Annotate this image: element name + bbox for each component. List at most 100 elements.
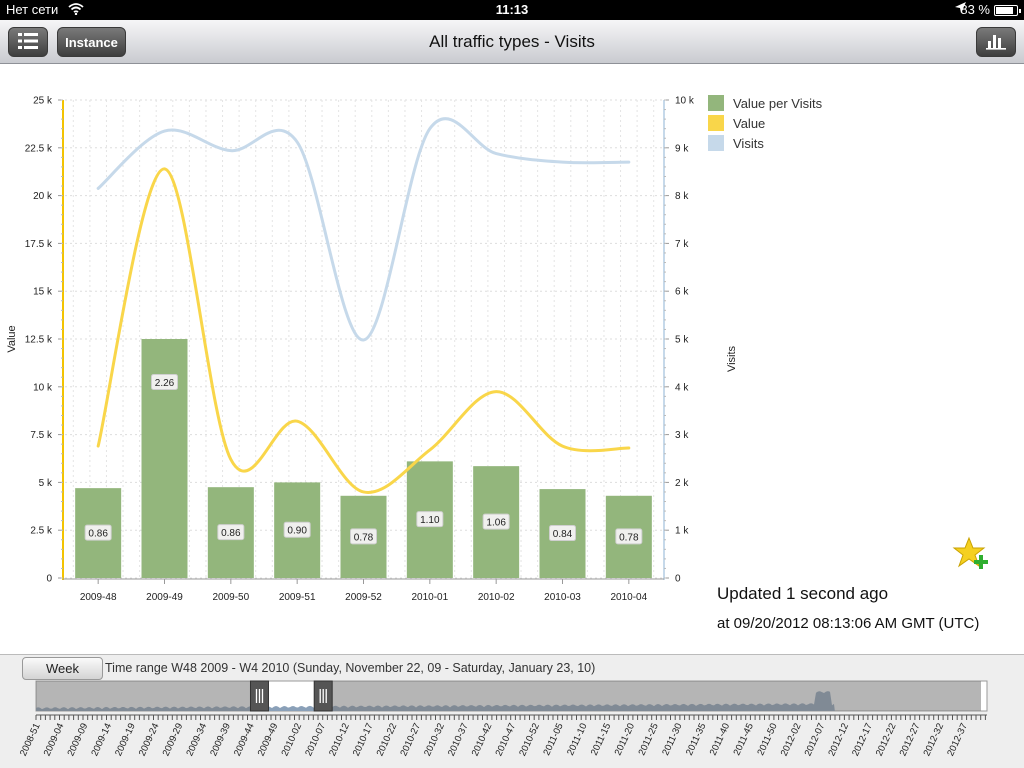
y-tick-label: 8 k	[675, 191, 689, 202]
y-tick-label: 5 k	[675, 335, 689, 346]
chart-type-button[interactable]	[976, 27, 1016, 57]
x-tick-label: 2010-02	[478, 592, 515, 603]
data-label: 1.10	[420, 515, 440, 526]
data-label-box	[549, 525, 576, 542]
y-tick-label: 9 k	[675, 143, 689, 154]
y-tick-label: 0	[675, 574, 681, 585]
y-axis-label-right: Visits	[726, 345, 738, 372]
y-tick-label: 6 k	[675, 287, 689, 298]
legend-item[interactable]: Value	[708, 113, 822, 133]
navigator-mask-right	[323, 681, 981, 711]
data-label-box	[151, 374, 178, 390]
navigator-axis-label: 2009-09	[66, 722, 91, 758]
navigator-axis-label: 2008-51	[18, 722, 43, 758]
y-tick-label: 2 k	[675, 478, 689, 489]
time-range-label: Time range W48 2009 - W4 2010 (Sunday, N…	[105, 661, 596, 675]
list-icon	[18, 32, 38, 53]
navigator-axis-label: 2012-37	[945, 722, 970, 758]
series-line	[96, 167, 631, 494]
y-tick-label: 4 k	[675, 382, 689, 393]
navigator-axis-label: 2011-10	[565, 722, 589, 758]
navigator-axis-label: 2009-19	[113, 722, 138, 758]
y-tick-label: 12.5 k	[25, 335, 53, 346]
navigator-axis-label: 2009-14	[89, 722, 114, 758]
navigator-axis-label: 2012-12	[826, 722, 851, 758]
legend-item[interactable]: Visits	[708, 133, 822, 153]
data-label-box	[615, 528, 643, 545]
y-tick-label: 3 k	[675, 430, 689, 441]
updated-text: Updated 1 second ago	[717, 584, 889, 603]
data-label: 1.06	[486, 518, 506, 529]
x-tick-label: 2009-51	[279, 592, 316, 603]
x-tick-label: 2010-01	[411, 592, 448, 603]
y-tick-label: 10 k	[33, 382, 53, 393]
data-label: 0.86	[88, 529, 108, 540]
navigator-axis-label: 2010-17	[351, 722, 376, 758]
add-favorite-star-icon[interactable]	[952, 536, 992, 572]
combo-chart: 0.86 2.26 0.86 0.90 0.78 1.10 1.06 0.84 0.78 0 2.5…	[6, 96, 738, 604]
navigator-axis-label: 2011-20	[613, 722, 637, 758]
data-label: 0.78	[619, 532, 639, 543]
clock: 11:13	[495, 2, 529, 17]
navigator-mask-left	[36, 681, 260, 711]
x-tick-label: 2010-03	[544, 592, 581, 603]
navigator-axis-label: 2012-32	[921, 722, 946, 758]
navigator-axis-label: 2012-17	[850, 722, 875, 758]
navigator-axis-label: 2010-22	[375, 722, 400, 758]
data-label-box	[217, 524, 245, 541]
range-handle[interactable]	[313, 680, 333, 712]
x-tick-label: 2009-49	[146, 592, 183, 603]
data-label: 2.26	[155, 378, 175, 389]
navigator-axis-label: 2009-44	[232, 722, 257, 758]
navigator-axis-label: 2009-34	[184, 722, 209, 758]
navigator-axis-label: 2010-37	[446, 722, 471, 758]
time-range-navigator[interactable]: 2008-51 2009-04 2009-09 2009-14 2009-19 2009-…	[0, 675, 1024, 768]
data-label: 0.90	[287, 526, 307, 537]
legend-label: Visits	[733, 135, 764, 151]
navigator-axis-label: 2010-27	[398, 722, 423, 758]
legend-swatch	[708, 115, 724, 131]
data-label-box	[84, 524, 112, 541]
range-handle[interactable]	[249, 680, 269, 712]
y-tick-label: 20 k	[33, 191, 53, 202]
y-tick-label: 22.5 k	[25, 143, 53, 154]
carrier-label: Нет сети	[6, 2, 59, 17]
navigator-axis-label: 2009-04	[42, 722, 67, 758]
status-bar: Нет сети 11:13 83 %	[0, 0, 1024, 20]
navigator-axis-label: 2012-02	[779, 722, 804, 758]
x-tick-label: 2009-50	[212, 592, 249, 603]
navigator-axis-label: 2012-07	[803, 722, 828, 758]
y-axis-label-left: Value	[6, 325, 18, 352]
page-title: All traffic types - Visits	[429, 32, 595, 51]
navigator-axis-label: 2010-12	[327, 722, 352, 758]
chart-area: 0.86 2.26 0.86 0.90 0.78 1.10 1.06 0.84 0.78 0 2.5…	[0, 64, 1024, 654]
data-label-box	[416, 511, 444, 528]
location-arrow-icon	[955, 2, 966, 17]
series-line	[96, 117, 631, 342]
battery-icon	[994, 5, 1021, 16]
navigator-axis-label: 2010-32	[422, 722, 447, 758]
y-tick-label: 2.5 k	[30, 526, 53, 537]
legend-item[interactable]: Value per Visits	[708, 93, 822, 113]
navigator-axis-label: 2009-39	[208, 722, 233, 758]
y-tick-label: 1 k	[675, 526, 689, 537]
navigator-axis-label: 2011-30	[660, 722, 684, 758]
instance-button[interactable]: Instance	[57, 27, 126, 57]
data-label-box	[283, 521, 311, 538]
x-tick-label: 2009-52	[345, 592, 382, 603]
navigator-axis-label: 2011-40	[708, 722, 732, 758]
navigator-axis-label: 2010-02	[280, 722, 305, 758]
list-button[interactable]	[8, 27, 48, 57]
data-label-box	[350, 528, 377, 545]
navigator-axis-label: 2012-22	[874, 722, 899, 758]
data-label: 0.78	[354, 532, 374, 543]
navigator-axis-label: 2009-29	[161, 722, 186, 758]
week-button[interactable]: Week	[22, 657, 103, 680]
navigator-axis-label: 2009-24	[137, 722, 162, 758]
navigator-axis-label: 2011-15	[589, 722, 613, 758]
time-range-panel: Week Time range W48 2009 - W4 2010 (Sund…	[0, 654, 1024, 768]
wifi-icon	[68, 2, 84, 18]
navigator-axis-label: 2012-27	[898, 722, 923, 758]
navigator-axis-label: 2011-25	[636, 722, 660, 758]
